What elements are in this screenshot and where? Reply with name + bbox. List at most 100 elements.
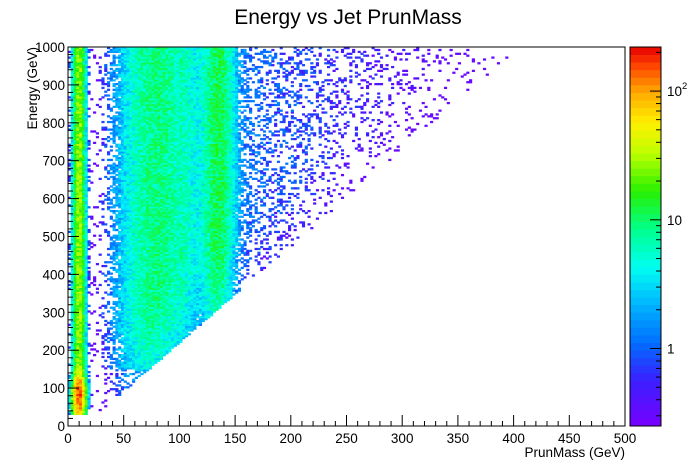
heatmap-bin xyxy=(134,206,138,209)
heatmap-bin xyxy=(104,378,108,381)
heatmap-bin xyxy=(115,56,119,59)
heatmap-bin xyxy=(143,266,147,270)
heatmap-bin xyxy=(134,58,138,61)
heatmap-bin xyxy=(115,200,119,203)
heatmap-bin xyxy=(140,363,144,366)
heatmap-bin xyxy=(132,255,136,258)
heatmap-bin xyxy=(70,244,74,247)
heatmap-bin xyxy=(79,382,83,385)
heatmap-bin xyxy=(162,236,166,239)
heatmap-bin xyxy=(70,234,74,237)
heatmap-bin xyxy=(73,81,77,84)
heatmap-bin xyxy=(134,247,138,251)
heatmap-bin xyxy=(154,101,158,105)
heatmap-bin xyxy=(168,242,172,245)
heatmap-bin xyxy=(148,211,152,215)
heatmap-bin xyxy=(165,185,169,188)
heatmap-bin xyxy=(118,316,122,319)
heatmap-bin xyxy=(148,64,152,67)
heatmap-bin xyxy=(145,134,150,137)
heatmap-bin xyxy=(109,361,113,364)
heatmap-bin xyxy=(143,151,147,154)
heatmap-bin xyxy=(90,293,94,296)
heatmap-bin xyxy=(165,200,169,203)
heatmap-bin xyxy=(129,317,133,321)
heatmap-bin xyxy=(112,105,116,108)
heatmap-bin xyxy=(148,69,152,72)
heatmap-bin xyxy=(68,253,72,256)
heatmap-bin xyxy=(148,335,152,338)
heatmap-bin xyxy=(151,101,155,105)
heatmap-bin xyxy=(159,295,164,298)
heatmap-bin xyxy=(157,67,161,71)
heatmap-bin xyxy=(70,352,74,355)
heatmap-bin xyxy=(81,304,86,307)
heatmap-bin xyxy=(79,259,83,262)
heatmap-bin xyxy=(165,181,169,184)
heatmap-bin xyxy=(165,73,169,76)
heatmap-bin xyxy=(73,329,77,332)
heatmap-bin xyxy=(132,84,136,88)
heatmap-bin xyxy=(84,52,88,55)
heatmap-bin xyxy=(137,317,141,321)
heatmap-bin xyxy=(129,113,133,116)
heatmap-bin xyxy=(159,300,164,304)
heatmap-bin xyxy=(76,412,80,415)
heatmap-bin xyxy=(73,397,77,400)
heatmap-bin xyxy=(120,52,125,55)
heatmap-bin xyxy=(162,353,166,357)
heatmap-bin xyxy=(68,143,72,146)
heatmap-bin xyxy=(123,181,127,184)
heatmap-bin xyxy=(68,405,72,408)
heatmap-bin xyxy=(140,134,144,137)
heatmap-bin xyxy=(118,136,122,139)
heatmap-bin xyxy=(157,187,161,190)
heatmap-bin xyxy=(115,245,119,249)
heatmap-bin xyxy=(70,113,74,116)
heatmap-bin xyxy=(148,156,152,160)
heatmap-bin xyxy=(129,185,133,188)
heatmap-bin xyxy=(115,198,119,201)
heatmap-bin xyxy=(151,122,155,126)
heatmap-bin xyxy=(84,240,88,243)
heatmap-bin xyxy=(129,230,133,234)
heatmap-bin xyxy=(159,289,164,292)
heatmap-bin xyxy=(165,244,169,247)
heatmap-bin xyxy=(168,155,172,158)
heatmap-bin xyxy=(162,164,166,167)
heatmap-bin xyxy=(106,376,111,379)
heatmap-bin xyxy=(126,109,130,112)
heatmap-bin xyxy=(143,115,147,118)
heatmap-bin xyxy=(159,232,164,235)
heatmap-bin xyxy=(118,86,122,90)
heatmap-bin xyxy=(79,117,83,120)
heatmap-bin xyxy=(81,71,86,74)
heatmap-bin xyxy=(101,297,105,300)
heatmap-bin xyxy=(76,147,80,150)
heatmap-bin xyxy=(84,278,88,281)
heatmap-bin xyxy=(87,247,91,251)
heatmap-bin xyxy=(76,69,80,72)
heatmap-bin xyxy=(168,64,172,67)
heatmap-bin xyxy=(137,293,141,296)
heatmap-bin xyxy=(162,141,166,144)
heatmap-bin xyxy=(120,234,125,237)
heatmap-bin xyxy=(162,88,166,91)
heatmap-bin xyxy=(145,149,150,152)
heatmap-bin xyxy=(120,321,125,325)
heatmap-bin xyxy=(154,321,158,325)
heatmap-bin xyxy=(81,388,86,391)
heatmap-bin xyxy=(73,134,77,137)
heatmap-bin xyxy=(81,164,86,167)
heatmap-bin xyxy=(70,308,74,311)
heatmap-bin xyxy=(154,134,158,137)
heatmap-bin xyxy=(132,295,136,298)
heatmap-bin xyxy=(159,128,164,131)
heatmap-bin xyxy=(109,380,113,383)
heatmap-bin xyxy=(129,289,133,292)
heatmap-bin xyxy=(84,376,88,379)
heatmap-bin xyxy=(87,272,91,275)
heatmap-bin xyxy=(112,71,116,74)
heatmap-bin xyxy=(109,293,113,296)
heatmap-bin xyxy=(140,274,144,277)
